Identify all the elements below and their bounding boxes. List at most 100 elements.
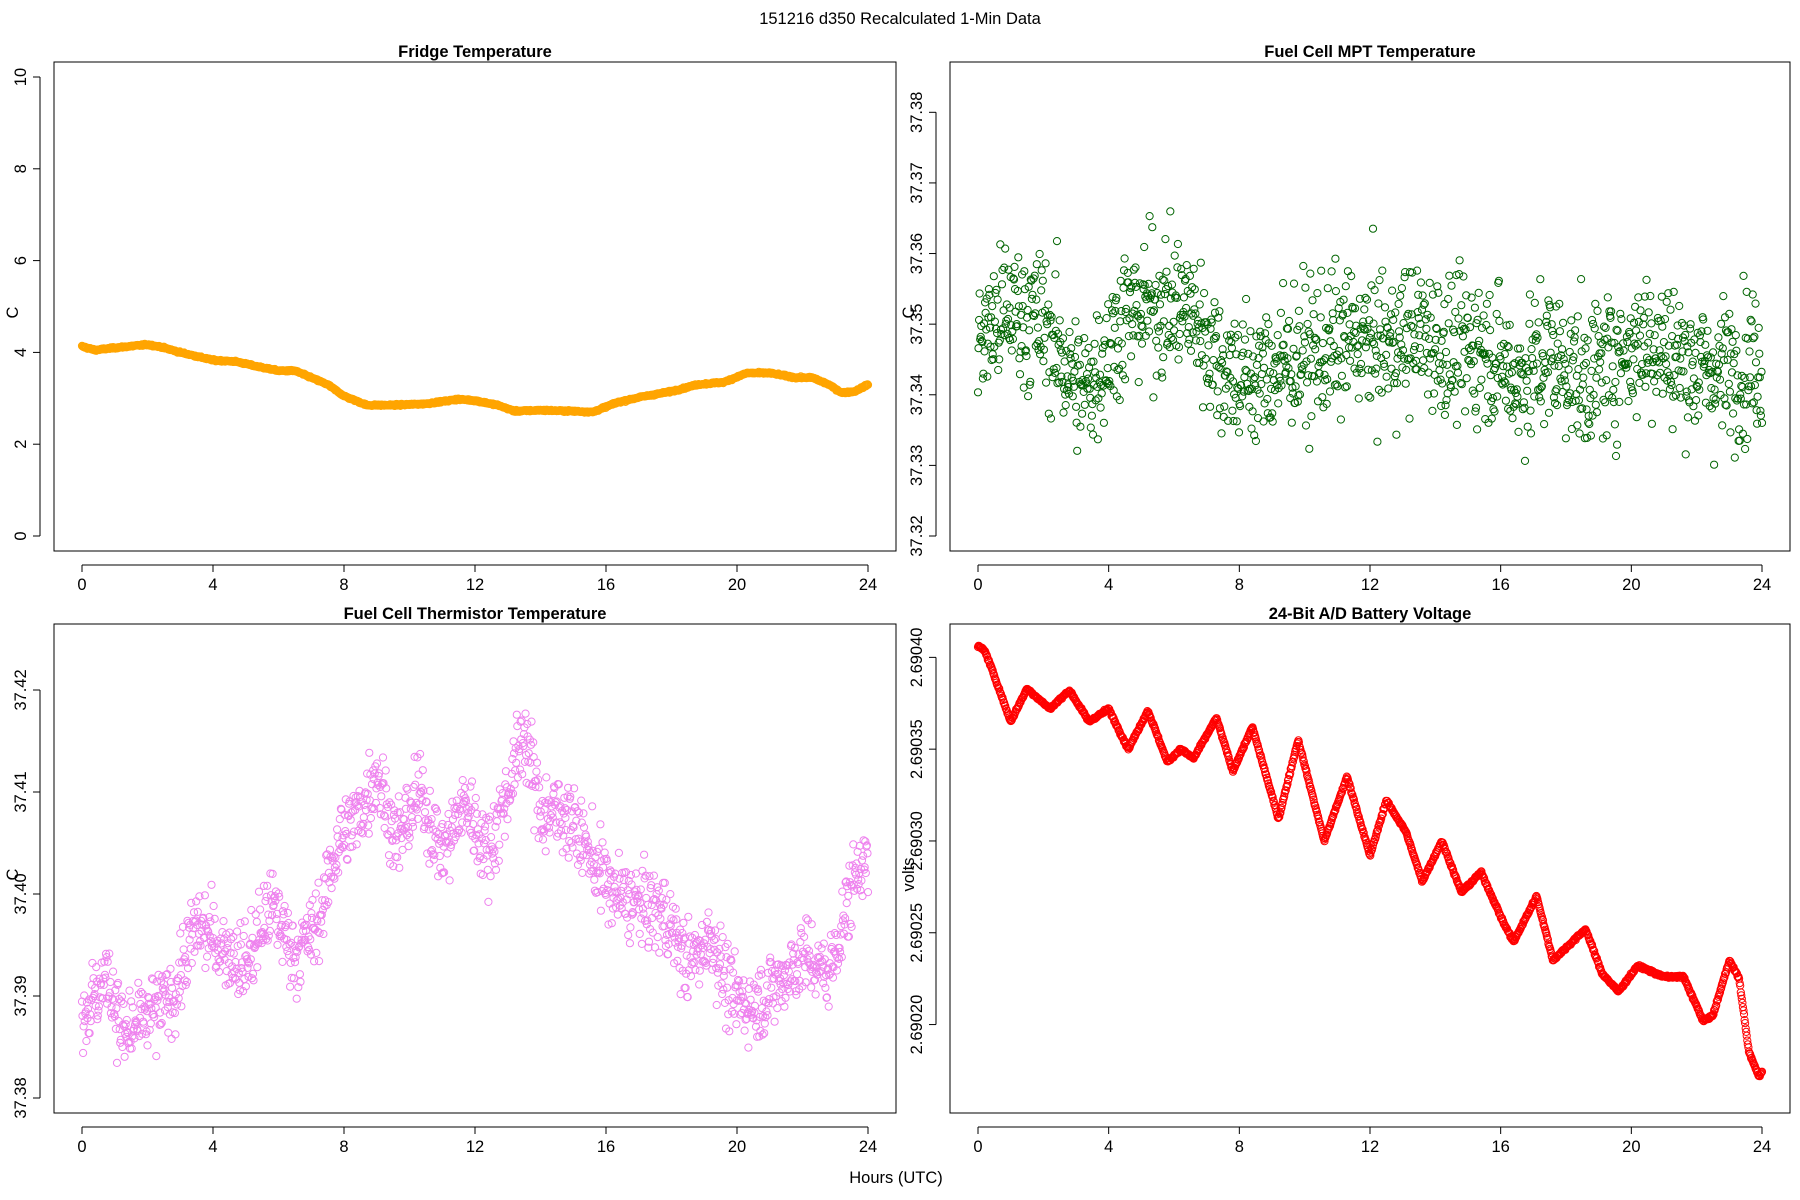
data-point [120, 1052, 129, 1061]
data-point [1005, 303, 1014, 312]
y-tick-label: 10 [12, 68, 30, 86]
data-point [801, 978, 810, 987]
data-point [1739, 400, 1749, 409]
data-point [1757, 418, 1767, 427]
data-point [1047, 312, 1056, 321]
data-point [200, 891, 209, 900]
data-point [256, 905, 265, 914]
data-point [1327, 267, 1336, 276]
data-point [1341, 282, 1350, 291]
data-point [717, 952, 726, 961]
data-point [470, 846, 479, 855]
data-point [1595, 365, 1604, 374]
data-point [1090, 339, 1099, 348]
data-point [1612, 325, 1621, 334]
data-point [1010, 262, 1019, 271]
data-point [79, 1048, 88, 1058]
data-point [836, 947, 845, 957]
data-point [1273, 331, 1282, 340]
data-point [1382, 350, 1391, 359]
data-point [1298, 346, 1307, 355]
data-point [1274, 399, 1283, 408]
data-point [1388, 338, 1397, 347]
data-point [1407, 321, 1416, 330]
data-point [561, 826, 571, 835]
data-point [1350, 304, 1360, 313]
data-point [1756, 411, 1766, 420]
data-point [385, 798, 394, 807]
data-point [1695, 385, 1704, 394]
data-point [619, 875, 628, 885]
data-point [1749, 398, 1758, 407]
y-tick-label: 37.36 [908, 233, 926, 274]
data-point [1754, 323, 1763, 332]
data-point [1532, 359, 1542, 368]
data-point [1679, 367, 1688, 376]
data-point [824, 1002, 833, 1011]
data-point [367, 804, 376, 814]
data-point [847, 922, 856, 932]
data-point [1192, 327, 1201, 336]
data-point [1303, 319, 1312, 329]
data-point [857, 876, 866, 885]
data-point [646, 884, 655, 893]
data-point [401, 804, 410, 813]
data-point [1137, 321, 1146, 330]
data-point [1568, 356, 1578, 365]
data-point [1429, 389, 1439, 398]
data-point [1129, 265, 1138, 274]
data-point [1323, 375, 1332, 384]
plot-frame [53, 623, 897, 1114]
data-point [785, 987, 795, 996]
data-point [1206, 324, 1215, 333]
data-point [1442, 395, 1451, 405]
data-point [716, 921, 725, 930]
data-point [268, 869, 277, 879]
data-point [824, 964, 833, 973]
data-point [1116, 276, 1125, 285]
data-point [1674, 366, 1683, 375]
data-point [1371, 346, 1380, 355]
data-point [732, 1020, 741, 1029]
data-point [584, 846, 594, 855]
data-point [427, 815, 436, 824]
data-point [1268, 417, 1277, 426]
data-point [1498, 372, 1507, 381]
data-point [1504, 404, 1513, 413]
data-point [456, 806, 465, 815]
data-point [1529, 366, 1538, 375]
data-point [1315, 369, 1324, 378]
data-point [1718, 421, 1727, 430]
data-point [1262, 770, 1271, 779]
data-point [181, 953, 190, 962]
data-point [576, 856, 585, 865]
data-point [251, 910, 260, 919]
data-point [488, 845, 497, 854]
data-point [1374, 385, 1384, 394]
data-point [1697, 327, 1706, 336]
data-point [530, 826, 539, 835]
data-point [185, 935, 194, 944]
data-point [395, 808, 404, 817]
data-point [1341, 383, 1350, 392]
data-point [1708, 348, 1718, 357]
data-point [720, 966, 729, 975]
data-point [283, 908, 292, 918]
data-point [626, 923, 635, 932]
data-point [1599, 322, 1609, 331]
data-point [603, 886, 612, 895]
data-point [1213, 387, 1222, 396]
data-point [471, 793, 480, 803]
data-point [422, 797, 431, 806]
data-point [311, 889, 320, 898]
data-point [651, 908, 660, 918]
data-point [1525, 290, 1535, 299]
data-point [568, 843, 577, 852]
data-point [536, 812, 545, 821]
data-point [1622, 332, 1632, 341]
data-point [1353, 350, 1362, 359]
data-point [1682, 392, 1691, 401]
data-point [305, 901, 314, 910]
data-point [114, 978, 123, 988]
data-point [259, 881, 268, 891]
